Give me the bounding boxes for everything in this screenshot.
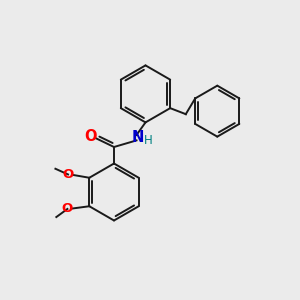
Text: N: N xyxy=(131,130,144,145)
Text: O: O xyxy=(62,168,73,181)
Text: O: O xyxy=(85,129,97,144)
Text: O: O xyxy=(61,202,73,215)
Text: H: H xyxy=(143,134,152,147)
